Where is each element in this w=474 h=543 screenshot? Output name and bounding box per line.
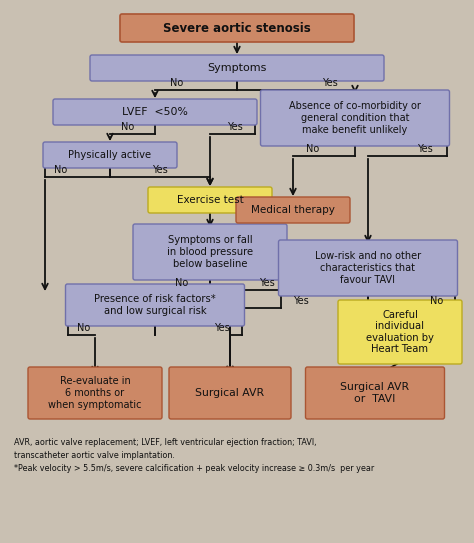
Text: Symptoms: Symptoms — [207, 63, 267, 73]
Text: Yes: Yes — [417, 144, 433, 154]
Text: Yes: Yes — [293, 296, 309, 306]
FancyBboxPatch shape — [261, 90, 449, 146]
Text: Yes: Yes — [214, 323, 230, 333]
Text: Presence of risk factors*
and low surgical risk: Presence of risk factors* and low surgic… — [94, 294, 216, 316]
Text: No: No — [121, 122, 135, 132]
Text: No: No — [306, 144, 319, 154]
Text: No: No — [170, 78, 183, 88]
FancyBboxPatch shape — [338, 300, 462, 364]
Text: AVR, aortic valve replacement; LVEF, left ventricular ejection fraction; TAVI,: AVR, aortic valve replacement; LVEF, lef… — [14, 438, 317, 447]
Text: transcatheter aortic valve implantation.: transcatheter aortic valve implantation. — [14, 451, 175, 460]
Text: No: No — [55, 165, 68, 175]
FancyBboxPatch shape — [236, 197, 350, 223]
Text: Low-risk and no other
characteristics that
favour TAVI: Low-risk and no other characteristics th… — [315, 251, 421, 285]
Text: Surgical AVR
or  TAVI: Surgical AVR or TAVI — [340, 382, 410, 404]
Text: LVEF  <50%: LVEF <50% — [122, 107, 188, 117]
Text: Yes: Yes — [322, 78, 338, 88]
Text: *Peak velocity > 5.5m/s, severe calcification + peak velocity increase ≥ 0.3m/s : *Peak velocity > 5.5m/s, severe calcific… — [14, 464, 374, 473]
Text: Yes: Yes — [152, 165, 168, 175]
Text: Absence of co-morbidity or
general condition that
make benefit unlikely: Absence of co-morbidity or general condi… — [289, 102, 421, 135]
FancyBboxPatch shape — [120, 14, 354, 42]
Text: Careful
individual
evaluation by
Heart Team: Careful individual evaluation by Heart T… — [366, 310, 434, 355]
Text: Surgical AVR: Surgical AVR — [195, 388, 264, 398]
FancyBboxPatch shape — [148, 187, 272, 213]
FancyBboxPatch shape — [133, 224, 287, 280]
FancyBboxPatch shape — [53, 99, 257, 125]
Text: Re-evaluate in
6 months or
when symptomatic: Re-evaluate in 6 months or when symptoma… — [48, 376, 142, 409]
FancyBboxPatch shape — [43, 142, 177, 168]
Text: Severe aortic stenosis: Severe aortic stenosis — [163, 22, 311, 35]
Text: No: No — [77, 323, 91, 333]
FancyBboxPatch shape — [90, 55, 384, 81]
Text: Yes: Yes — [259, 278, 275, 288]
FancyBboxPatch shape — [65, 284, 245, 326]
FancyBboxPatch shape — [279, 240, 457, 296]
Text: Exercise test: Exercise test — [177, 195, 243, 205]
Text: No: No — [175, 278, 189, 288]
Text: Yes: Yes — [227, 122, 243, 132]
FancyBboxPatch shape — [28, 367, 162, 419]
FancyBboxPatch shape — [306, 367, 445, 419]
Text: Physically active: Physically active — [68, 150, 152, 160]
Text: Symptoms or fall
in blood pressure
below baseline: Symptoms or fall in blood pressure below… — [167, 236, 253, 269]
Text: No: No — [430, 296, 444, 306]
FancyBboxPatch shape — [169, 367, 291, 419]
Text: Medical therapy: Medical therapy — [251, 205, 335, 215]
